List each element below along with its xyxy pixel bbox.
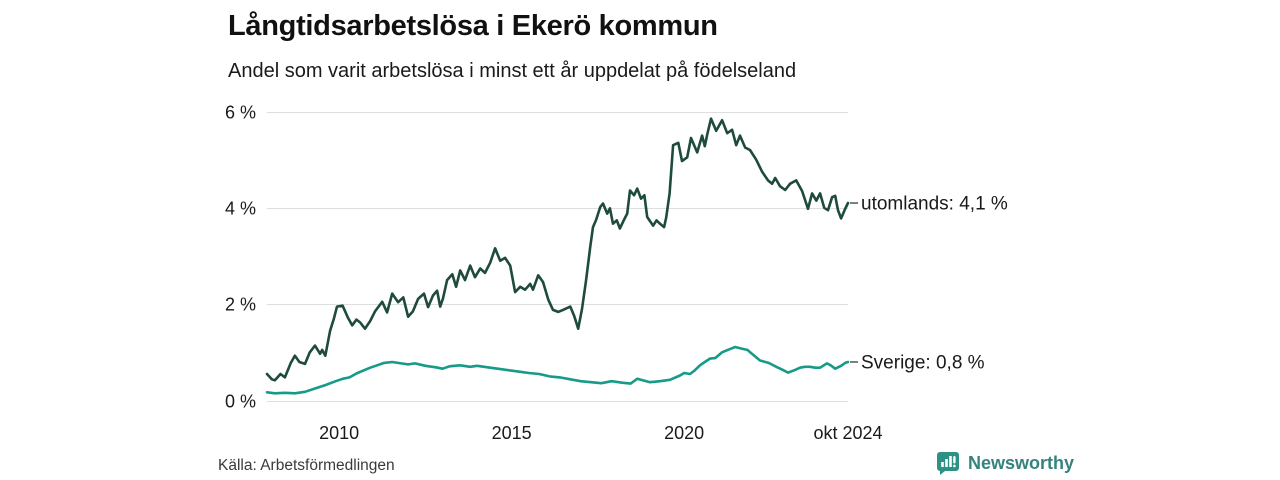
chart-subtitle: Andel som varit arbetslösa i minst ett å…: [228, 60, 797, 82]
series-end-label-utomlands: utomlands: 4,1 %: [861, 194, 1008, 215]
x-tick-label: 2020: [664, 423, 704, 443]
source-note: Källa: Arbetsförmedlingen: [218, 457, 395, 474]
bar-chart-speech-bubble-icon: [937, 452, 959, 475]
y-tick-label: 6 %: [225, 103, 256, 123]
page-title: Långtidsarbetslösa i Ekerö kommun: [228, 10, 718, 42]
newsworthy-logo: Newsworthy: [936, 451, 1074, 476]
y-tick-label: 4 %: [225, 199, 256, 219]
x-tick-label: 2010: [319, 423, 359, 443]
x-tick-label: 2015: [492, 423, 532, 443]
y-tick-label: 2 %: [225, 295, 256, 315]
series-line-Sverige: [265, 345, 850, 395]
logo-wordmark: Newsworthy: [968, 453, 1075, 473]
x-tick-label: okt 2024: [813, 423, 882, 443]
series-end-label-Sverige: Sverige: 0,8 %: [861, 352, 985, 373]
series-line-utomlands: [265, 117, 850, 382]
y-tick-label: 0 %: [225, 392, 256, 412]
